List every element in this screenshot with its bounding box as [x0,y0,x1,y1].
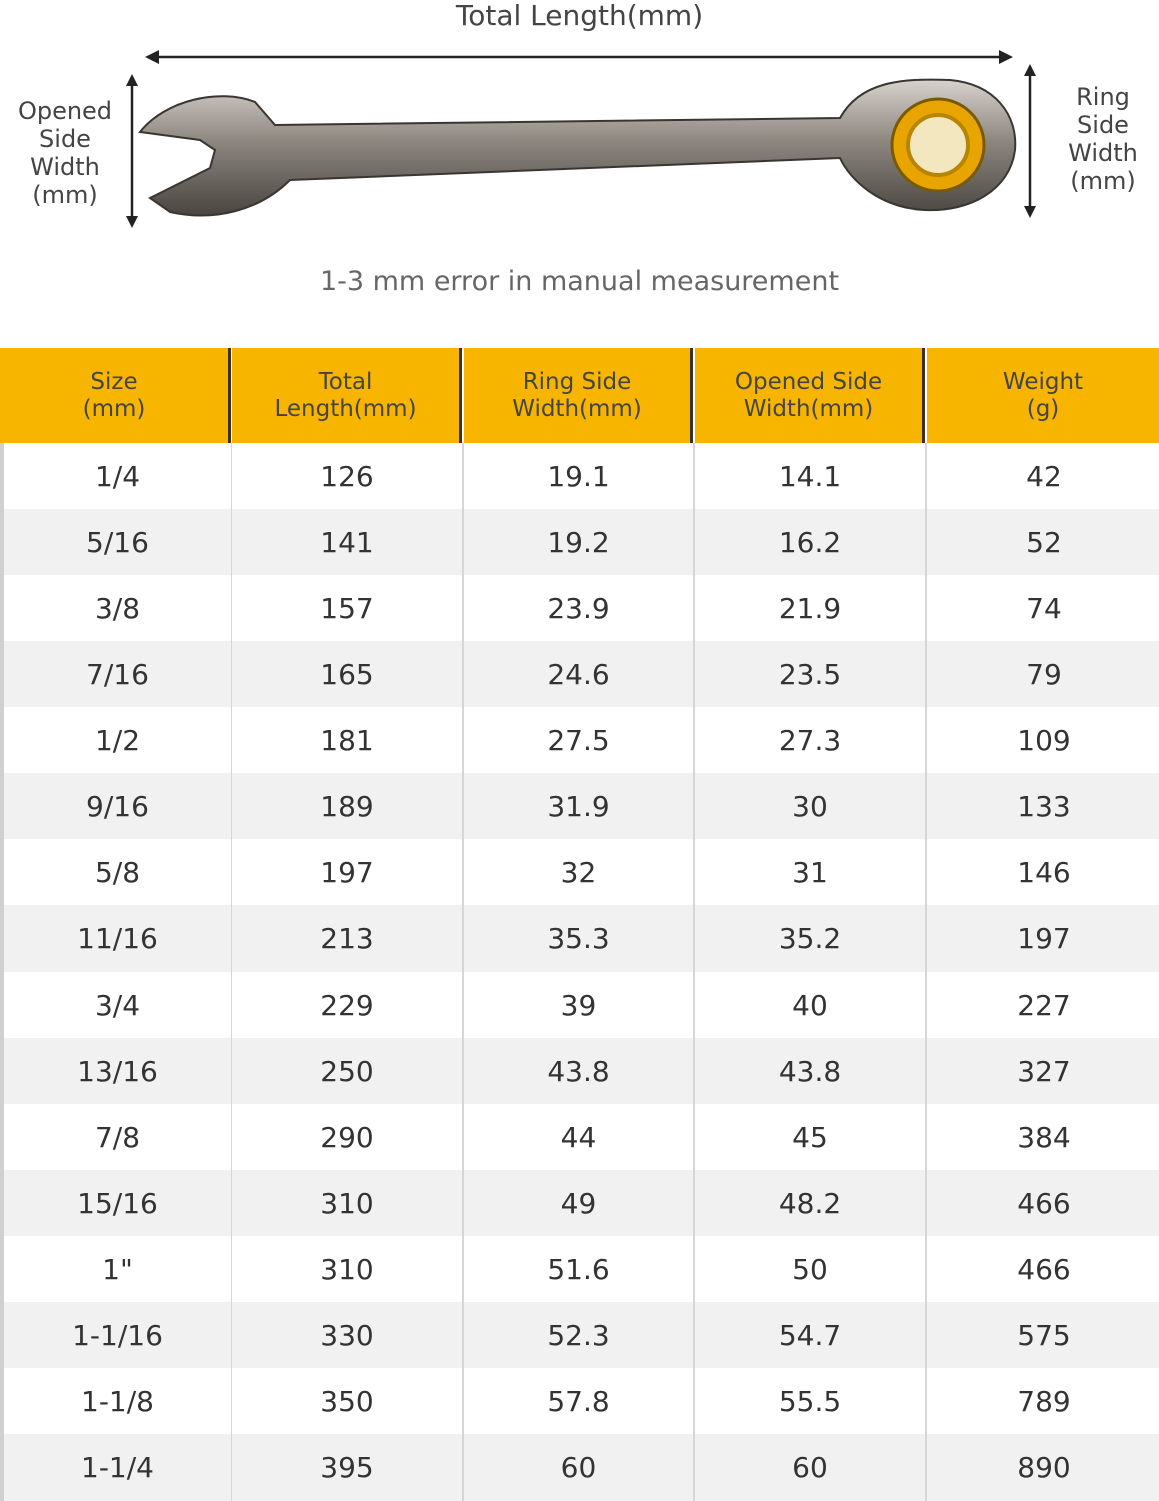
note: 1-3 mm error in manual measurement [319,266,840,297]
table-cell: 789 [927,1367,1159,1435]
table-cell: 330 [232,1301,464,1369]
table-cell: 1-1/16 [0,1301,233,1369]
table-cell: 11/16 [0,905,233,973]
header-cell: Opened Side Width(mm) [695,348,925,443]
table-cell: 54.7 [695,1301,927,1369]
table-cell: 43.8 [464,1037,695,1105]
table-cell: 290 [232,1103,464,1171]
table-cell: 27.5 [464,707,695,775]
table-cell: 133 [927,773,1159,841]
ring-inner [906,113,970,177]
table-cell: 23.9 [464,575,695,643]
table-cell: 7/16 [0,641,233,709]
table-cell: 466 [927,1169,1159,1237]
table-cell: 1-1/4 [0,1433,233,1501]
header-cell: Total Length(mm) [232,348,462,443]
table-cell: 197 [232,839,464,907]
opened-side-label: Opened Side Width (mm) [17,97,113,209]
table-cell: 23.5 [695,641,927,709]
table-cell: 60 [695,1433,927,1501]
table-cell: 181 [232,707,464,775]
table-cell: 146 [927,839,1159,907]
table-cell: 48.2 [695,1169,927,1237]
table-cell: 126 [232,443,464,511]
table-cell: 327 [927,1037,1159,1105]
table-cell: 31 [695,839,927,907]
table-cell: 157 [232,575,464,643]
table-cell: 109 [927,707,1159,775]
table-cell: 310 [232,1169,464,1237]
table-cell: 310 [232,1235,464,1303]
spec-table: Size (mm) Total Length(mm) Ring Side Width… [0,348,1159,1501]
table-cell: 45 [695,1103,927,1171]
wrench-body [138,78,1017,217]
table-cell: 213 [232,905,464,973]
table-cell: 1/4 [0,443,233,511]
wrench-diagram [126,50,1036,228]
table-cell: 31.9 [464,773,695,841]
table-cell: 51.6 [464,1235,695,1303]
table-cell: 74 [927,575,1159,643]
table-cell: 197 [927,905,1159,973]
table-cell: 15/16 [0,1169,233,1237]
table-cell: 35.3 [464,905,695,973]
table-cell: 189 [232,773,464,841]
table-cell: 466 [927,1235,1159,1303]
table-cell: 49 [464,1169,695,1237]
table-cell: 32 [464,839,695,907]
table-cell: 24.6 [464,641,695,709]
table-cell: 40 [695,971,927,1039]
table-cell: 250 [232,1037,464,1105]
table-cell: 50 [695,1235,927,1303]
header-cell: Weight (g) [927,348,1159,443]
table-cell: 16.2 [695,509,927,577]
table-cell: 1" [0,1235,233,1303]
table-cell: 3/8 [0,575,233,643]
table-cell: 350 [232,1367,464,1435]
table-cell: 384 [927,1103,1159,1171]
table-cell: 57.8 [464,1367,695,1435]
table-cell: 39 [464,971,695,1039]
ring-side-label: Ring Side Width (mm) [1068,83,1138,195]
table-cell: 35.2 [695,905,927,973]
table-cell: 395 [232,1433,464,1501]
table-cell: 19.1 [464,443,695,511]
table-cell: 19.2 [464,509,695,577]
table-cell: 141 [232,509,464,577]
total-length-label: Total Length(mm) [455,0,704,32]
table-cell: 13/16 [0,1037,233,1105]
table-cell: 3/4 [0,971,233,1039]
table-cell: 9/16 [0,773,233,841]
table-cell: 55.5 [695,1367,927,1435]
table-cell: 227 [927,971,1159,1039]
table-cell: 5/8 [0,839,233,907]
table-cell: 7/8 [0,1103,233,1171]
table-cell: 79 [927,641,1159,709]
table-cell: 42 [927,443,1159,511]
table-cell: 1-1/8 [0,1367,233,1435]
table-cell: 60 [464,1433,695,1501]
table-cell: 44 [464,1103,695,1171]
table-cell: 890 [927,1433,1159,1501]
table-cell: 14.1 [695,443,927,511]
table-cell: 229 [232,971,464,1039]
table-cell: 165 [232,641,464,709]
table-cell: 52.3 [464,1301,695,1369]
table-cell: 30 [695,773,927,841]
table-cell: 52 [927,509,1159,577]
header-cell: Ring Side Width(mm) [464,348,693,443]
table-cell: 575 [927,1301,1159,1369]
table-cell: 27.3 [695,707,927,775]
table-cell: 43.8 [695,1037,927,1105]
header-cell: Size (mm) [0,348,231,443]
table-cell: 21.9 [695,575,927,643]
table-cell: 5/16 [0,509,233,577]
table-cell: 1/2 [0,707,233,775]
